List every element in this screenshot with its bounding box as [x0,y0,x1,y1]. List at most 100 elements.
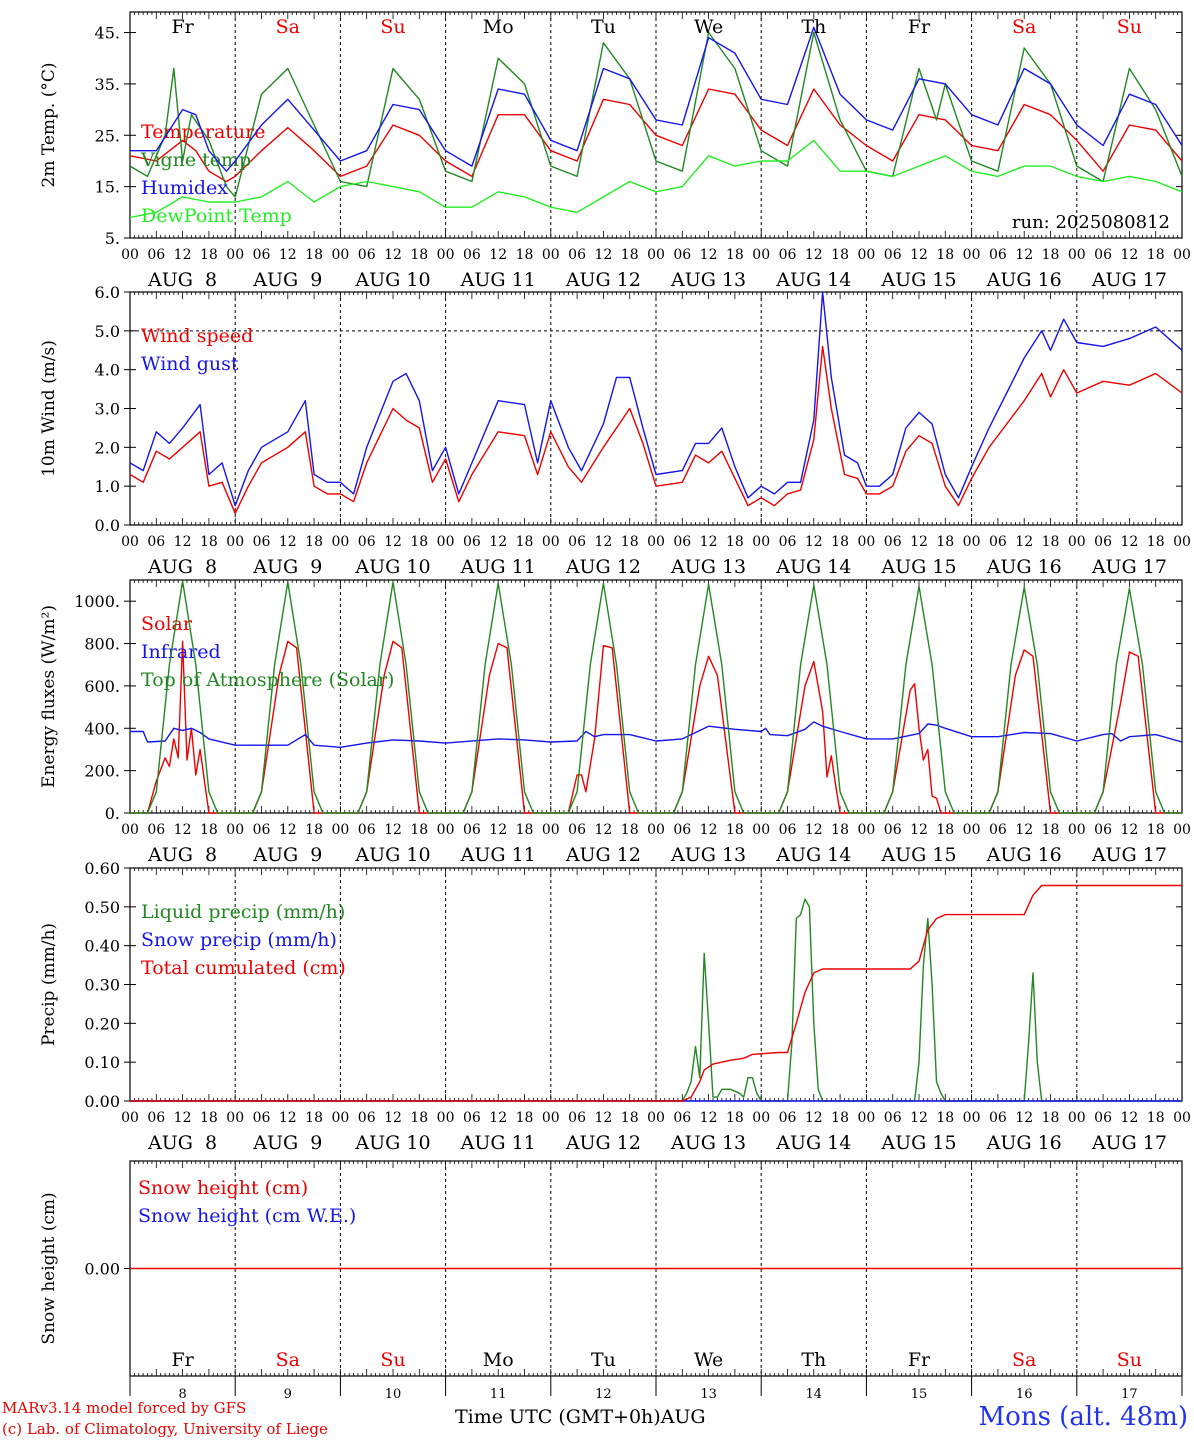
wind-hour-labels: 00 06 12 18 00 06 12 18 00 06 12 18 00 06 12 18 00 06 12 18… [121,534,1191,550]
legend-entry: Snow height (cm) [138,1177,308,1199]
hour-tick-label: 06 [884,1110,902,1126]
station-name: Mons (alt. 48m) [978,1402,1188,1432]
hour-tick-label: 06 [358,1110,376,1126]
legend-entry: Solar [141,613,193,635]
legend-entry: Top of Atmosphere (Solar) [141,669,394,691]
hour-tick-label: 18 [936,822,954,838]
day-of-week-label: Sa [1012,1349,1036,1371]
y-tick-label: 45. [95,24,120,43]
hour-tick-label: 00 [752,534,770,550]
hour-tick-label: 12 [910,822,928,838]
hour-tick-label: 00 [437,1110,455,1126]
hour-tick-label: 12 [1120,822,1138,838]
day-of-week-label: Tu [591,16,616,38]
date-label: AUG 15 [880,269,956,291]
hour-tick-label: 06 [147,822,165,838]
y-tick-label: 0.40 [84,937,120,956]
hour-tick-label: 06 [884,534,902,550]
temp-hour-labels: 00 06 12 18 00 06 12 18 00 06 12 18 00 06 12 18 00 06 12 18… [121,247,1191,263]
date-label: AUG 16 [986,556,1062,578]
date-label: AUG 11 [460,844,536,866]
date-label: AUG 11 [460,556,536,578]
hour-tick-label: 00 [331,247,349,263]
date-label: AUG 17 [1091,844,1167,866]
date-label: AUG 13 [670,1132,746,1154]
date-label: AUG 14 [775,844,851,866]
day-number-label: 10 [385,1387,402,1402]
hour-tick-label: 00 [331,1110,349,1126]
precip-panel: 0.00 0.10 0.20 0.30 0.40 0.50 0.60 Precip (mm/h… [39,859,1191,1154]
wind-y-axis-label: 10m Wind (m/s) [39,340,59,477]
hour-tick-label: 00 [752,247,770,263]
hour-tick-label: 18 [516,822,534,838]
hour-tick-label: 18 [200,534,218,550]
hour-tick-label: 12 [384,534,402,550]
model-credit-line: MARv3.14 model forced by GFS [2,1399,247,1417]
hour-tick-label: 12 [805,534,823,550]
series-line-total-cumulated-cm- [130,884,1182,1102]
hour-tick-label: 12 [700,247,718,263]
hour-tick-label: 00 [226,534,244,550]
hour-tick-label: 12 [594,1110,612,1126]
legend-entry: Infrared [141,641,221,663]
date-label: AUG 8 [147,269,217,291]
temp-y-axis-label: 2m Temp. (°C) [39,62,59,187]
hour-tick-label: 06 [568,1110,586,1126]
hour-tick-label: 00 [226,247,244,263]
hour-tick-label: 12 [700,1110,718,1126]
hour-tick-label: 00 [542,247,560,263]
hour-tick-label: 18 [1042,534,1060,550]
hour-tick-label: 00 [647,247,665,263]
date-label: AUG 12 [565,1132,641,1154]
hour-tick-label: 18 [516,1110,534,1126]
hour-tick-label: 00 [121,247,139,263]
hour-tick-label: 00 [1173,822,1191,838]
hour-tick-label: 18 [726,247,744,263]
hour-tick-label: 06 [779,534,797,550]
hour-tick-label: 18 [726,1110,744,1126]
date-label: AUG 12 [565,556,641,578]
hour-tick-label: 12 [279,1110,297,1126]
date-label: AUG 12 [565,269,641,291]
hour-tick-label: 00 [1068,822,1086,838]
hour-tick-label: 00 [121,822,139,838]
hour-tick-label: 12 [1120,247,1138,263]
series-line-wind-gust [129,291,1183,507]
series-line-top-of-atmosphere-solar- [130,580,1182,814]
day-of-week-label: Fr [908,1349,931,1371]
hour-tick-label: 06 [358,534,376,550]
series-line-dewpoint-temp [129,139,1183,219]
date-label: AUG 17 [1091,556,1167,578]
series-line-temperature [129,88,1183,183]
x-axis-label: Time UTC (GMT+0h)AUG [455,1406,706,1428]
hour-tick-label: 06 [779,247,797,263]
y-tick-label: 3.0 [95,400,120,419]
hour-tick-label: 00 [752,822,770,838]
hour-tick-label: 12 [384,1110,402,1126]
wind-x-ticks [129,292,1183,525]
y-tick-label: 0. [105,804,120,823]
hour-tick-label: 06 [779,1110,797,1126]
hour-tick-label: 12 [174,247,192,263]
legend-entry: Liquid precip (mm/h) [141,901,345,923]
date-label: AUG 15 [880,1132,956,1154]
day-number-label: 15 [911,1387,928,1402]
hour-tick-label: 18 [410,822,428,838]
hour-tick-label: 06 [884,247,902,263]
date-label: AUG 14 [775,556,851,578]
hour-tick-label: 06 [673,247,691,263]
day-of-week-label: Sa [1012,16,1036,38]
hour-tick-label: 00 [857,247,875,263]
series-line-vigne-temp [129,31,1183,198]
hour-tick-label: 18 [936,1110,954,1126]
day-number-label: 11 [490,1387,507,1402]
series-line-humidex [130,26,1183,172]
snow-x-ticks [129,1161,1183,1376]
hour-tick-label: 00 [1068,534,1086,550]
hour-tick-label: 12 [279,247,297,263]
hour-tick-label: 00 [121,534,139,550]
hour-tick-label: 00 [963,822,981,838]
day-number-label: 8 [178,1387,186,1402]
day-of-week-label: Tu [591,1349,616,1371]
date-label: AUG 9 [252,269,322,291]
